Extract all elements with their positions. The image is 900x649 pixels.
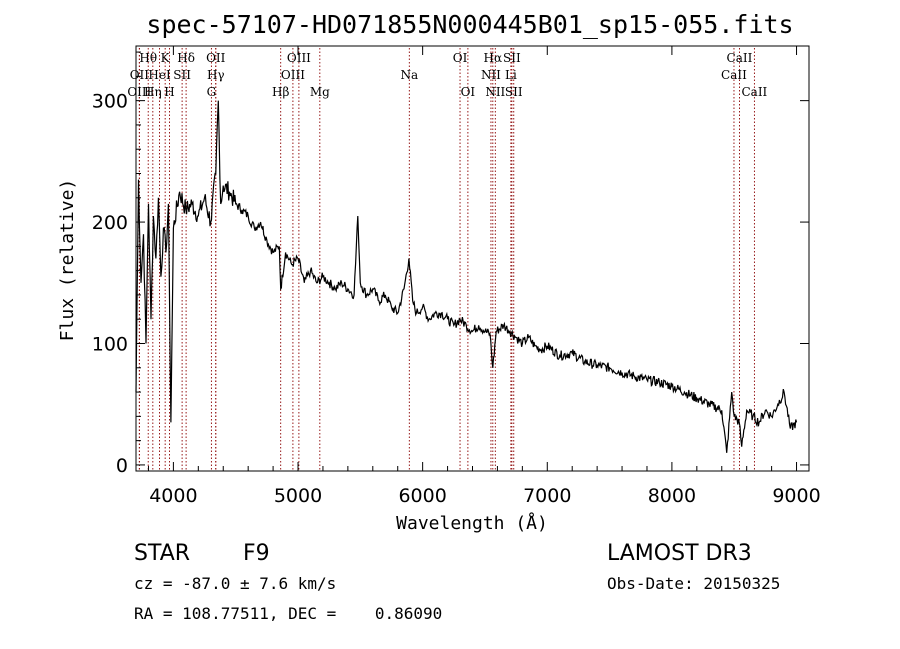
line-label-8: SII — [173, 68, 191, 82]
line-label-19: Hα — [484, 51, 503, 65]
line-label-21: NII — [481, 68, 501, 82]
line-label-4: HeI — [148, 68, 171, 82]
line-label-9: OII — [206, 51, 226, 65]
x-axis-label: Wavelength (Å) — [396, 512, 548, 534]
y-axis-label: Flux (relative) — [57, 179, 78, 342]
x-tick-label-2: 6000 — [398, 485, 446, 507]
obs-date-text: Obs-Date: 20150325 — [607, 574, 780, 593]
line-label-0: Hθ — [139, 51, 157, 65]
y-tick-label-1: 100 — [92, 334, 128, 356]
spectral-line-labels: Hθ OII OIII K HeI Hη H Hδ SII OII Hγ G OIII OIII Hβ Mg N… — [127, 51, 767, 99]
spectral-line-markers — [138, 48, 755, 471]
line-label-23: NII — [485, 85, 505, 99]
x-tick-label-0: 4000 — [149, 485, 197, 507]
line-label-3: K — [161, 51, 171, 65]
line-label-6: H — [164, 85, 174, 99]
line-label-5: Hη — [144, 85, 162, 99]
spectrum-line — [135, 100, 798, 453]
x-tick-label-5: 9000 — [772, 485, 820, 507]
y-tick-label-3: 300 — [92, 91, 128, 113]
line-label-18: OI — [461, 85, 476, 99]
line-label-24: SII — [505, 85, 523, 99]
line-label-15: Mg — [310, 85, 330, 99]
redshift-text: cz = -87.0 ± 7.6 km/s — [134, 574, 336, 593]
x-axis-ticks: 4000 5000 6000 7000 8000 9000 — [147, 46, 821, 507]
line-label-10: Hγ — [207, 68, 225, 82]
line-label-14: Hβ — [272, 85, 289, 99]
x-tick-label-3: 7000 — [523, 485, 571, 507]
survey-name: LAMOST DR3 — [607, 541, 752, 566]
line-label-2: OIII — [127, 85, 151, 99]
line-label-26: CaII — [721, 68, 747, 82]
chart-title: spec-57107-HD071855N000445B01_sp15-055.f… — [146, 10, 793, 39]
y-tick-label-2: 200 — [92, 212, 128, 234]
coordinates-text: RA = 108.77511, DEC = 0.86090 — [134, 604, 442, 623]
object-class: STAR — [134, 541, 190, 566]
line-label-11: G — [207, 85, 217, 99]
y-tick-label-0: 0 — [116, 455, 128, 477]
line-label-1: OII — [130, 68, 150, 82]
line-label-17: OI — [453, 51, 468, 65]
line-label-22: Li — [505, 68, 517, 82]
line-label-20: SII — [503, 51, 521, 65]
line-label-16: Na — [400, 68, 418, 82]
line-label-27: CaII — [741, 85, 767, 99]
line-label-12: OIII — [287, 51, 311, 65]
x-tick-label-4: 8000 — [648, 485, 696, 507]
line-label-13: OIII — [281, 68, 305, 82]
line-label-7: Hδ — [177, 51, 195, 65]
y-axis-ticks: 0 100 200 300 — [92, 51, 809, 477]
object-subclass: F9 — [243, 541, 270, 566]
x-tick-label-1: 5000 — [274, 485, 322, 507]
line-label-25: CaII — [727, 51, 753, 65]
